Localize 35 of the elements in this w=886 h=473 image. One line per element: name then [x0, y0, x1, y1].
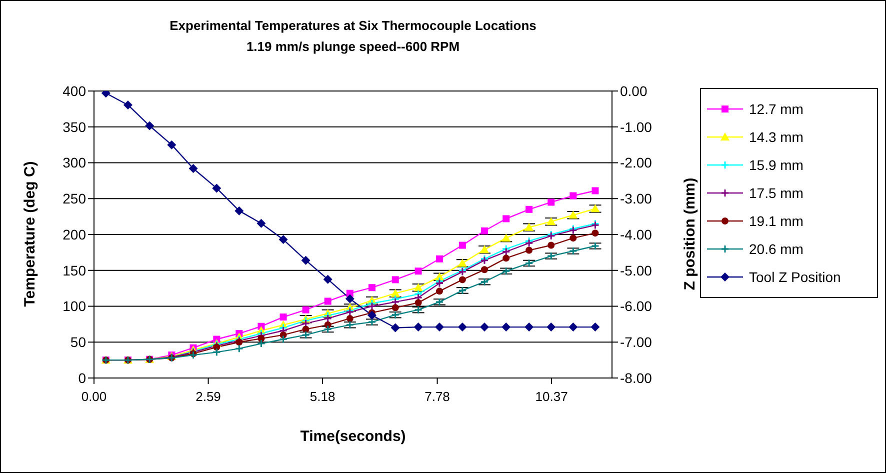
chart-title: Experimental Temperatures at Six Thermocouple Locations [168, 18, 538, 33]
y2-tick-label: -5.00 [620, 262, 652, 278]
y-tick-label: 400 [62, 82, 86, 99]
legend-label: 19.1 mm [749, 212, 804, 231]
x-tick-label: 7.78 [424, 389, 450, 404]
y-tick-label: 50 [70, 334, 86, 350]
legend-label: 12.7 mm [749, 100, 804, 119]
legend-label: 20.6 mm [749, 240, 804, 259]
y-tick-label: 250 [62, 190, 86, 207]
y2-tick-label: -2.00 [620, 154, 652, 171]
y2-tick-label: -8.00 [620, 370, 652, 386]
y-tick-label: 200 [62, 226, 86, 242]
legend-label: 15.9 mm [749, 156, 804, 175]
x-tick-label: 2.59 [196, 389, 221, 404]
y2-tick-label: -6.00 [620, 298, 652, 314]
legend-label: 17.5 mm [749, 184, 804, 203]
y2-tick-label: -7.00 [620, 334, 652, 350]
x-tick-label: 10.37 [535, 389, 568, 404]
y2-tick-label: -3.00 [620, 190, 652, 207]
x-axis-title: Time(seconds) [299, 428, 407, 445]
legend-label: Tool Z Position [749, 268, 841, 287]
x-tick-label: 0.00 [81, 389, 107, 404]
legend-label: 14.3 mm [749, 128, 804, 147]
y-axis-title: Temperature (deg C) [22, 161, 38, 307]
y-tick-label: 300 [62, 154, 86, 171]
y2-tick-label: -4.00 [620, 226, 652, 242]
y2-tick-label: -1.00 [620, 118, 652, 135]
y2-tick-label: 0.00 [620, 82, 648, 99]
y-tick-label: 0 [78, 370, 86, 386]
y-tick-label: 100 [62, 298, 86, 314]
y2-axis-title: Z position (mm) [682, 178, 698, 290]
chart-subtitle: 1.19 mm/s plunge speed--600 RPM [245, 39, 461, 54]
y-tick-label: 350 [62, 118, 86, 135]
x-tick-label: 5.18 [310, 389, 336, 404]
y-tick-label: 150 [62, 262, 86, 278]
